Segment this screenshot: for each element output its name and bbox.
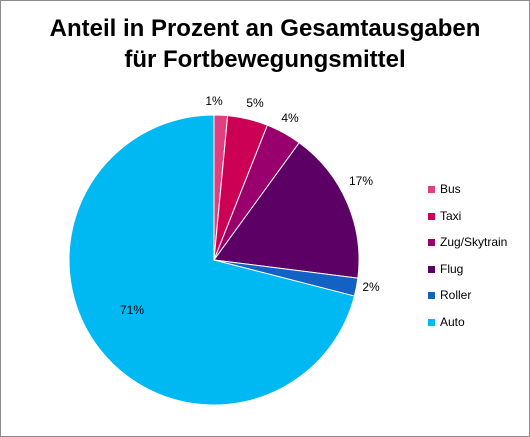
legend-swatch (428, 239, 435, 246)
pie-slice-flug (213, 141, 360, 279)
chart-title-line-1: Anteil in Prozent an Gesamtausgaben (49, 15, 481, 42)
data-label-zug-skytrain: 4% (281, 111, 299, 125)
data-label-bus: 1% (205, 94, 223, 108)
legend-swatch (428, 212, 435, 220)
data-label-flug: 17% (349, 174, 373, 188)
data-label-taxi: 5% (246, 96, 264, 110)
legend-label: Bus (440, 182, 461, 196)
legend-swatch (428, 186, 435, 193)
legend-swatch (428, 292, 435, 299)
legend-label: Flug (440, 261, 464, 276)
legend-swatch (428, 318, 435, 326)
chart-subtitle: für Fortbewegungsmittel (124, 46, 406, 73)
chart-title: Anteil in Prozent an Gesamtausgaben für … (1, 13, 529, 75)
legend-swatch (428, 265, 435, 273)
pie-slice-auto (68, 114, 356, 406)
data-label-auto: 71% (120, 303, 144, 317)
legend-label: Auto (440, 314, 465, 329)
data-label-roller: 2% (362, 280, 380, 294)
legend-label: Taxi (440, 208, 462, 223)
legend-label: Zug/Skytrain (440, 235, 508, 249)
legend-label: Roller (440, 288, 472, 302)
